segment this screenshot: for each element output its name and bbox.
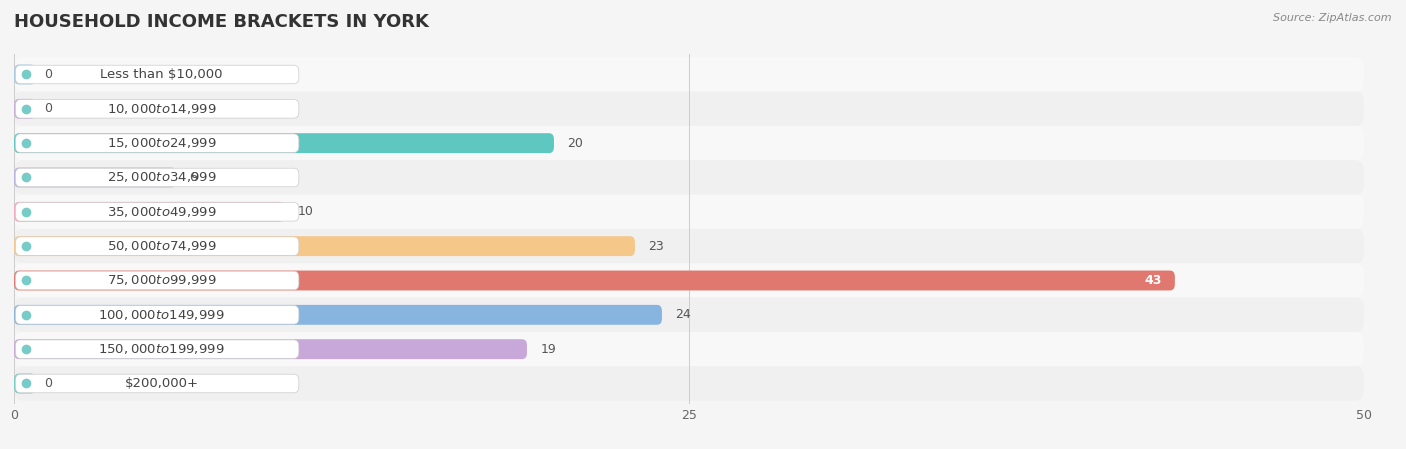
FancyBboxPatch shape bbox=[15, 202, 299, 221]
Text: Source: ZipAtlas.com: Source: ZipAtlas.com bbox=[1274, 13, 1392, 23]
FancyBboxPatch shape bbox=[14, 126, 1364, 160]
Text: $100,000 to $149,999: $100,000 to $149,999 bbox=[98, 308, 225, 322]
FancyBboxPatch shape bbox=[15, 340, 299, 358]
FancyBboxPatch shape bbox=[15, 168, 299, 187]
Text: 43: 43 bbox=[1144, 274, 1161, 287]
FancyBboxPatch shape bbox=[15, 100, 299, 118]
Text: 0: 0 bbox=[44, 102, 52, 115]
FancyBboxPatch shape bbox=[14, 366, 1364, 401]
Text: 0: 0 bbox=[44, 377, 52, 390]
FancyBboxPatch shape bbox=[14, 298, 1364, 332]
FancyBboxPatch shape bbox=[14, 92, 1364, 126]
Text: $150,000 to $199,999: $150,000 to $199,999 bbox=[98, 342, 225, 356]
FancyBboxPatch shape bbox=[15, 65, 299, 84]
Text: $10,000 to $14,999: $10,000 to $14,999 bbox=[107, 102, 217, 116]
FancyBboxPatch shape bbox=[14, 236, 636, 256]
FancyBboxPatch shape bbox=[14, 202, 284, 222]
Text: 20: 20 bbox=[568, 136, 583, 150]
Text: 23: 23 bbox=[648, 240, 664, 253]
FancyBboxPatch shape bbox=[14, 167, 176, 187]
Text: $75,000 to $99,999: $75,000 to $99,999 bbox=[107, 273, 217, 287]
Text: $35,000 to $49,999: $35,000 to $49,999 bbox=[107, 205, 217, 219]
FancyBboxPatch shape bbox=[14, 271, 1175, 291]
FancyBboxPatch shape bbox=[14, 133, 554, 153]
Text: $50,000 to $74,999: $50,000 to $74,999 bbox=[107, 239, 217, 253]
FancyBboxPatch shape bbox=[14, 305, 662, 325]
FancyBboxPatch shape bbox=[14, 65, 35, 84]
FancyBboxPatch shape bbox=[14, 57, 1364, 92]
Text: 0: 0 bbox=[44, 68, 52, 81]
FancyBboxPatch shape bbox=[14, 332, 1364, 366]
Text: 19: 19 bbox=[540, 343, 557, 356]
FancyBboxPatch shape bbox=[14, 160, 1364, 195]
FancyBboxPatch shape bbox=[14, 374, 35, 393]
FancyBboxPatch shape bbox=[15, 134, 299, 152]
Text: 6: 6 bbox=[190, 171, 197, 184]
Text: $25,000 to $34,999: $25,000 to $34,999 bbox=[107, 171, 217, 185]
Text: 10: 10 bbox=[298, 205, 314, 218]
FancyBboxPatch shape bbox=[15, 237, 299, 255]
Text: HOUSEHOLD INCOME BRACKETS IN YORK: HOUSEHOLD INCOME BRACKETS IN YORK bbox=[14, 13, 429, 31]
Text: $15,000 to $24,999: $15,000 to $24,999 bbox=[107, 136, 217, 150]
FancyBboxPatch shape bbox=[14, 195, 1364, 229]
FancyBboxPatch shape bbox=[14, 99, 35, 119]
FancyBboxPatch shape bbox=[14, 339, 527, 359]
FancyBboxPatch shape bbox=[14, 263, 1364, 298]
Text: 24: 24 bbox=[675, 308, 692, 321]
FancyBboxPatch shape bbox=[15, 306, 299, 324]
FancyBboxPatch shape bbox=[15, 374, 299, 393]
Text: Less than $10,000: Less than $10,000 bbox=[100, 68, 222, 81]
Text: $200,000+: $200,000+ bbox=[125, 377, 198, 390]
FancyBboxPatch shape bbox=[14, 229, 1364, 263]
FancyBboxPatch shape bbox=[15, 271, 299, 290]
